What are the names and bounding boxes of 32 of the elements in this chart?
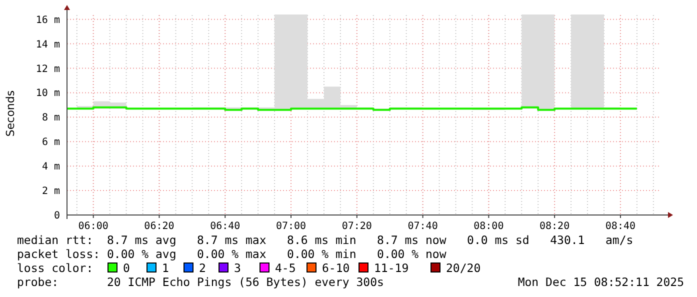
x-tick-label: 06:20 — [144, 221, 174, 232]
y-axis-title: Seconds — [4, 90, 17, 137]
y-tick-label: 4 m — [42, 162, 60, 173]
text: 11-19 — [374, 261, 409, 275]
x-tick-label: 07:40 — [408, 221, 438, 232]
text: 4-5 — [275, 261, 296, 275]
y-tick-label: 14 m — [36, 39, 60, 50]
text: 3 — [234, 261, 241, 275]
text: 20/20 — [446, 261, 481, 275]
text: Mon Dec 15 08:52:11 2025 — [518, 275, 684, 289]
x-tick-label: 08:20 — [540, 221, 570, 232]
x-tick-label: 06:00 — [78, 221, 108, 232]
y-tick-label: 0 — [54, 210, 60, 222]
y-tick-label: 12 m — [36, 64, 60, 75]
y-tick-label: 8 m — [42, 112, 60, 124]
x-tick-label: 08:00 — [474, 221, 504, 232]
x-tick-label: 07:00 — [276, 221, 306, 232]
text: loss color: — [17, 261, 94, 275]
x-tick-label: 06:40 — [210, 221, 240, 232]
y-tick-label: 6 m — [42, 137, 60, 148]
y-tick-label: 10 m — [36, 88, 60, 100]
text: 0 — [123, 261, 130, 275]
y-tick-label: 2 m — [42, 186, 60, 198]
y-tick-label: 16 m — [36, 14, 60, 26]
text: 6-10 — [322, 261, 350, 275]
x-tick-label: 08:40 — [605, 221, 636, 232]
text: 1 — [162, 261, 169, 275]
text: packet loss: 0.00 % avg 0.00 % max 0.00 % min 0.00 % now — [17, 247, 446, 261]
text: median rtt: 8.7 ms avg 8.7 ms max 8.6 ms min 8.7 ms now 0.0 ms sd 430.1 am/s — [17, 233, 634, 247]
text: 2 — [199, 261, 206, 275]
text: probe: 20 ICMP Echo Pings (56 Bytes) every 300s — [17, 275, 384, 289]
x-tick-label: 07:20 — [342, 221, 372, 232]
